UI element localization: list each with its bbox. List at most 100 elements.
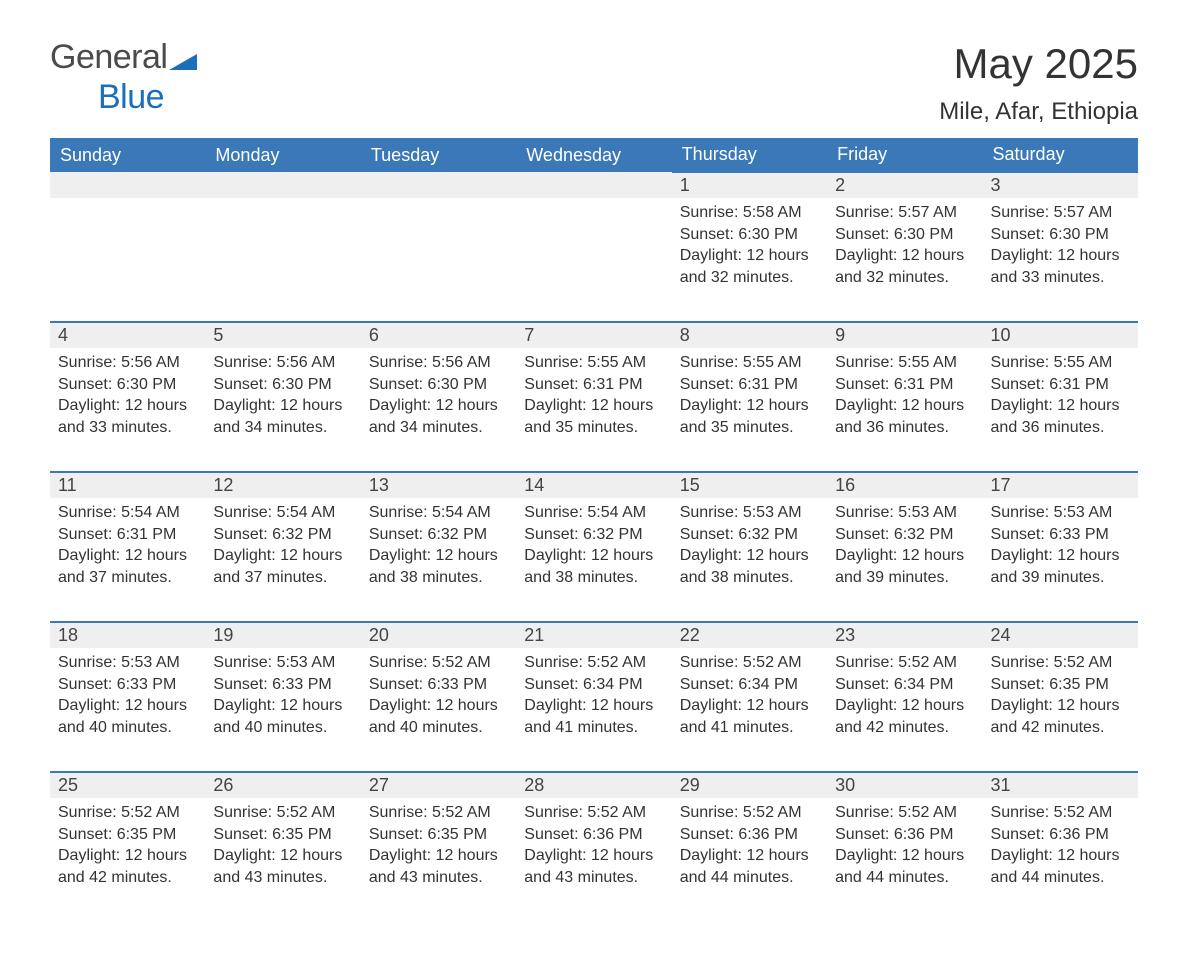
sunset-line: Sunset: 6:31 PM [835, 374, 974, 396]
day-number-cell: 15 [672, 472, 827, 498]
sunrise-line: Sunrise: 5:54 AM [524, 502, 663, 524]
day-detail-cell [50, 198, 205, 322]
daylight-line: Daylight: 12 hours and 43 minutes. [213, 845, 352, 888]
sunrise-line: Sunrise: 5:52 AM [58, 802, 197, 824]
day-number-cell [516, 172, 671, 198]
sunrise-line: Sunrise: 5:55 AM [524, 352, 663, 374]
weekday-header-row: Sunday Monday Tuesday Wednesday Thursday… [50, 138, 1138, 172]
sunrise-line: Sunrise: 5:52 AM [524, 652, 663, 674]
weekday-header: Saturday [983, 138, 1138, 172]
daylight-line: Daylight: 12 hours and 43 minutes. [369, 845, 508, 888]
daylight-line: Daylight: 12 hours and 35 minutes. [680, 395, 819, 438]
sunset-line: Sunset: 6:36 PM [835, 824, 974, 846]
sunrise-line: Sunrise: 5:52 AM [680, 802, 819, 824]
weekday-header: Friday [827, 138, 982, 172]
day-number-cell: 17 [983, 472, 1138, 498]
day-number-cell: 29 [672, 772, 827, 798]
day-detail-cell: Sunrise: 5:55 AMSunset: 6:31 PMDaylight:… [672, 348, 827, 472]
sunset-line: Sunset: 6:33 PM [991, 524, 1130, 546]
day-number-cell: 2 [827, 172, 982, 198]
daynum-row: 25262728293031 [50, 772, 1138, 798]
daylight-line: Daylight: 12 hours and 38 minutes. [369, 545, 508, 588]
sunrise-line: Sunrise: 5:54 AM [369, 502, 508, 524]
daylight-line: Daylight: 12 hours and 41 minutes. [680, 695, 819, 738]
day-detail-cell [516, 198, 671, 322]
sunset-line: Sunset: 6:35 PM [991, 674, 1130, 696]
brand-word-2: Blue [98, 80, 164, 116]
sunset-line: Sunset: 6:32 PM [680, 524, 819, 546]
daylight-line: Daylight: 12 hours and 32 minutes. [835, 245, 974, 288]
brand-word-1: General [50, 38, 167, 76]
sunset-line: Sunset: 6:30 PM [213, 374, 352, 396]
weekday-header: Thursday [672, 138, 827, 172]
day-number-cell: 28 [516, 772, 671, 798]
day-number-cell: 22 [672, 622, 827, 648]
weekday-header: Tuesday [361, 138, 516, 172]
daynum-row: 11121314151617 [50, 472, 1138, 498]
day-number-cell: 9 [827, 322, 982, 348]
day-detail-cell: Sunrise: 5:52 AMSunset: 6:35 PMDaylight:… [50, 798, 205, 922]
sunrise-line: Sunrise: 5:54 AM [213, 502, 352, 524]
sunrise-line: Sunrise: 5:57 AM [835, 202, 974, 224]
daylight-line: Daylight: 12 hours and 44 minutes. [991, 845, 1130, 888]
sunset-line: Sunset: 6:33 PM [369, 674, 508, 696]
location-label: Mile, Afar, Ethiopia [939, 98, 1138, 126]
day-number-cell [50, 172, 205, 198]
sunrise-line: Sunrise: 5:53 AM [991, 502, 1130, 524]
sunset-line: Sunset: 6:30 PM [680, 224, 819, 246]
day-number-cell: 18 [50, 622, 205, 648]
day-detail-cell: Sunrise: 5:57 AMSunset: 6:30 PMDaylight:… [983, 198, 1138, 322]
day-detail-cell: Sunrise: 5:53 AMSunset: 6:33 PMDaylight:… [983, 498, 1138, 622]
sunset-line: Sunset: 6:35 PM [213, 824, 352, 846]
day-number-cell [205, 172, 360, 198]
day-detail-cell: Sunrise: 5:53 AMSunset: 6:32 PMDaylight:… [672, 498, 827, 622]
sunrise-line: Sunrise: 5:58 AM [680, 202, 819, 224]
day-detail-cell: Sunrise: 5:52 AMSunset: 6:34 PMDaylight:… [827, 648, 982, 772]
daylight-line: Daylight: 12 hours and 42 minutes. [991, 695, 1130, 738]
sunset-line: Sunset: 6:30 PM [369, 374, 508, 396]
day-number-cell: 13 [361, 472, 516, 498]
day-number-cell: 10 [983, 322, 1138, 348]
sunset-line: Sunset: 6:35 PM [369, 824, 508, 846]
day-detail-cell: Sunrise: 5:52 AMSunset: 6:36 PMDaylight:… [672, 798, 827, 922]
sunset-line: Sunset: 6:32 PM [524, 524, 663, 546]
day-detail-cell: Sunrise: 5:56 AMSunset: 6:30 PMDaylight:… [50, 348, 205, 472]
day-detail-cell: Sunrise: 5:57 AMSunset: 6:30 PMDaylight:… [827, 198, 982, 322]
day-detail-cell: Sunrise: 5:53 AMSunset: 6:33 PMDaylight:… [50, 648, 205, 772]
day-detail-cell: Sunrise: 5:58 AMSunset: 6:30 PMDaylight:… [672, 198, 827, 322]
day-detail-cell: Sunrise: 5:52 AMSunset: 6:34 PMDaylight:… [672, 648, 827, 772]
day-number-cell: 16 [827, 472, 982, 498]
day-detail-cell: Sunrise: 5:52 AMSunset: 6:36 PMDaylight:… [983, 798, 1138, 922]
sunset-line: Sunset: 6:34 PM [680, 674, 819, 696]
daylight-line: Daylight: 12 hours and 36 minutes. [835, 395, 974, 438]
sunrise-line: Sunrise: 5:52 AM [991, 652, 1130, 674]
sunset-line: Sunset: 6:36 PM [991, 824, 1130, 846]
daylight-line: Daylight: 12 hours and 44 minutes. [680, 845, 819, 888]
day-detail-cell: Sunrise: 5:54 AMSunset: 6:31 PMDaylight:… [50, 498, 205, 622]
day-number-cell: 1 [672, 172, 827, 198]
sunset-line: Sunset: 6:30 PM [835, 224, 974, 246]
page-title: May 2025 [939, 40, 1138, 88]
detail-row: Sunrise: 5:53 AMSunset: 6:33 PMDaylight:… [50, 648, 1138, 772]
brand-mark-icon [169, 44, 197, 80]
calendar-table: Sunday Monday Tuesday Wednesday Thursday… [50, 138, 1138, 922]
daylight-line: Daylight: 12 hours and 40 minutes. [58, 695, 197, 738]
day-number-cell: 27 [361, 772, 516, 798]
day-detail-cell [205, 198, 360, 322]
daylight-line: Daylight: 12 hours and 42 minutes. [58, 845, 197, 888]
sunset-line: Sunset: 6:31 PM [58, 524, 197, 546]
daylight-line: Daylight: 12 hours and 38 minutes. [680, 545, 819, 588]
daylight-line: Daylight: 12 hours and 43 minutes. [524, 845, 663, 888]
sunrise-line: Sunrise: 5:52 AM [213, 802, 352, 824]
day-number-cell: 20 [361, 622, 516, 648]
sunrise-line: Sunrise: 5:52 AM [835, 802, 974, 824]
daylight-line: Daylight: 12 hours and 33 minutes. [58, 395, 197, 438]
day-number-cell: 5 [205, 322, 360, 348]
daynum-row: 123 [50, 172, 1138, 198]
sunset-line: Sunset: 6:31 PM [680, 374, 819, 396]
sunset-line: Sunset: 6:32 PM [835, 524, 974, 546]
sunset-line: Sunset: 6:34 PM [524, 674, 663, 696]
day-detail-cell: Sunrise: 5:52 AMSunset: 6:33 PMDaylight:… [361, 648, 516, 772]
sunset-line: Sunset: 6:31 PM [991, 374, 1130, 396]
sunset-line: Sunset: 6:35 PM [58, 824, 197, 846]
